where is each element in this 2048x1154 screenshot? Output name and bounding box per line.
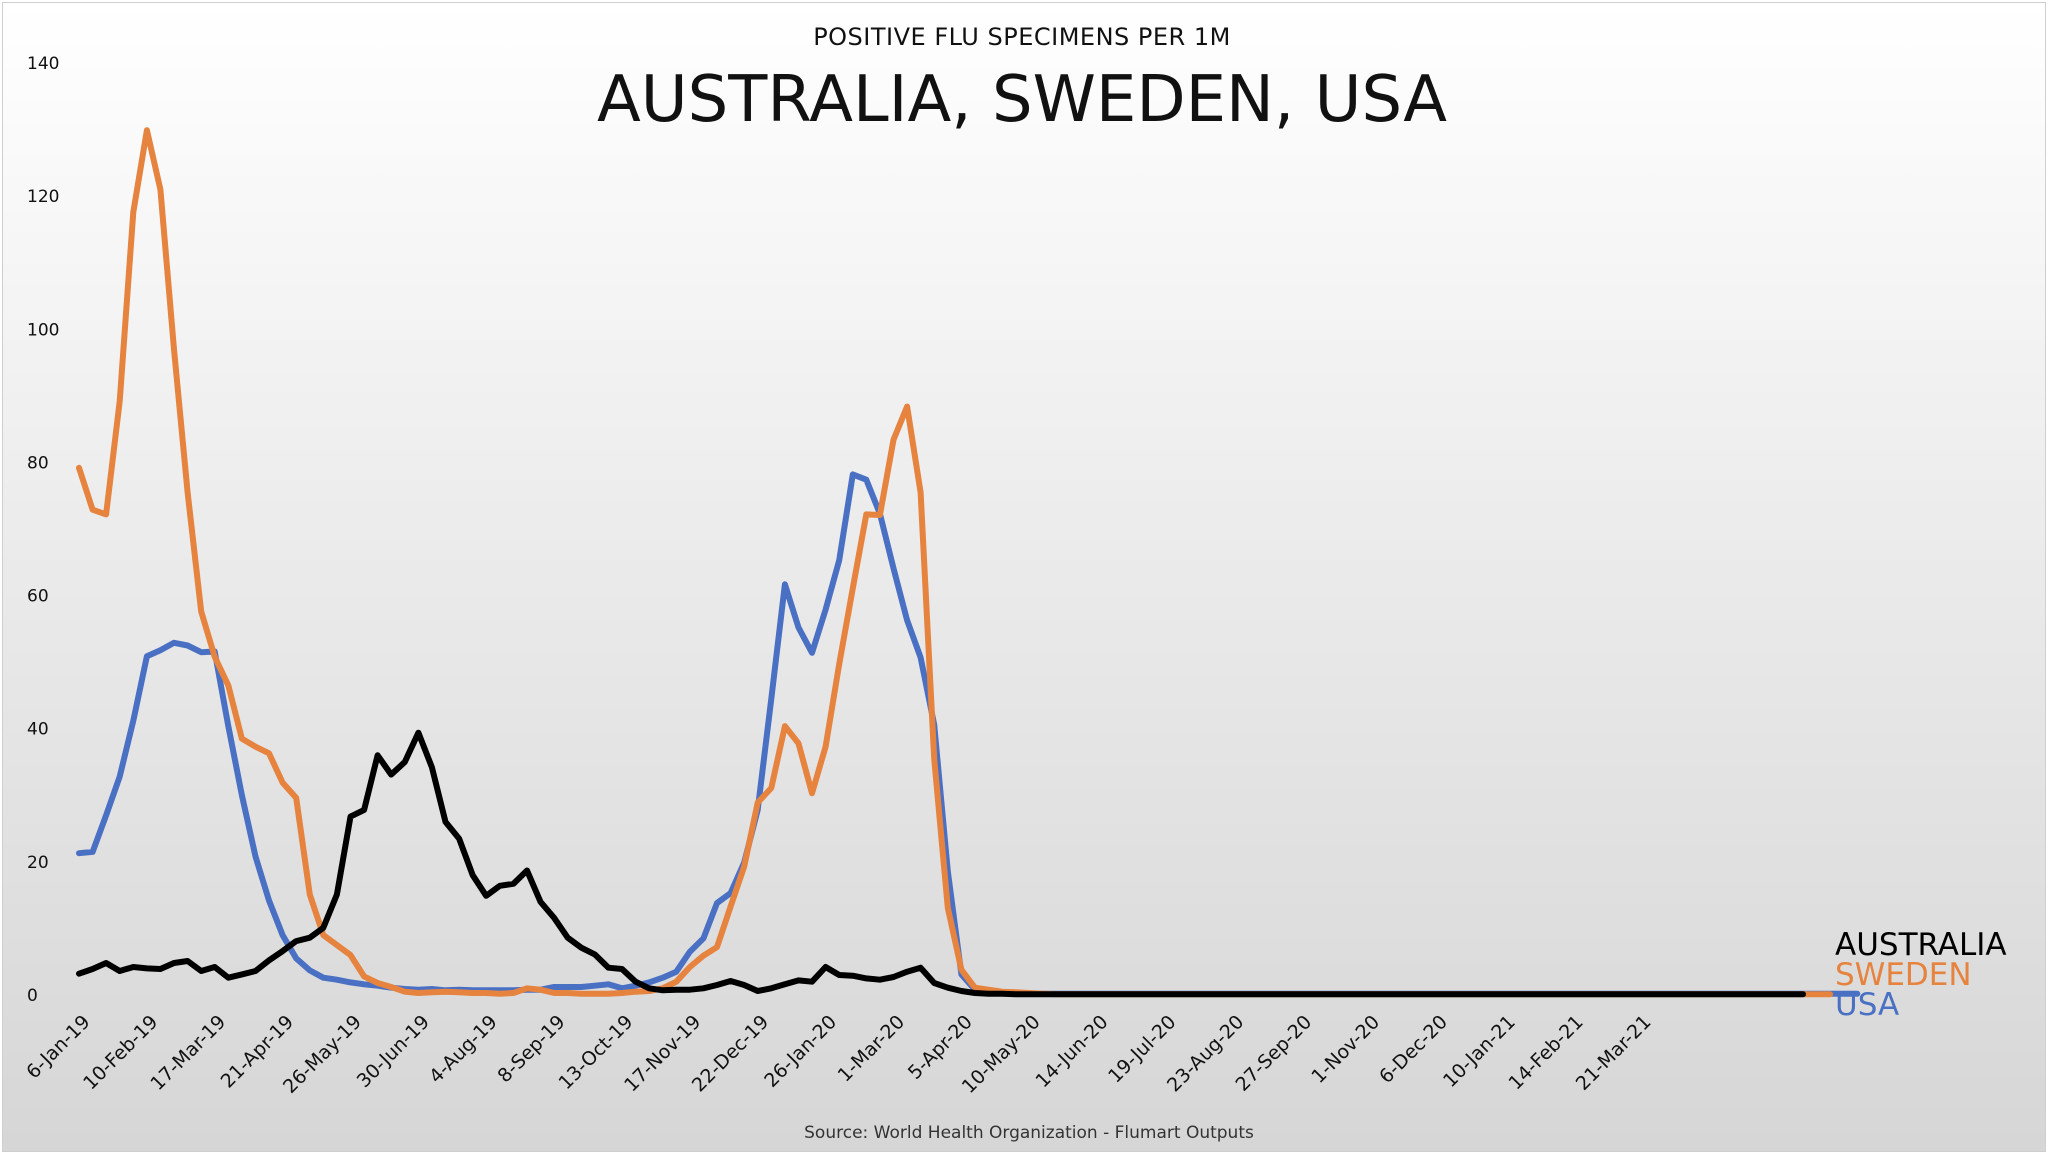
- legend-entry-sweden: SWEDEN: [1835, 957, 1972, 993]
- x-tick-label: 30-Jun-19: [353, 1011, 434, 1092]
- y-tick-label: 80: [27, 453, 49, 473]
- x-tick-label: 1-Mar-20: [834, 1011, 909, 1086]
- x-axis: 6-Jan-1910-Feb-1917-Mar-1921-Apr-1926-Ma…: [22, 1011, 1655, 1098]
- series-lines: [76, 127, 1861, 998]
- chart-title: AUSTRALIA, SWEDEN, USA: [597, 63, 1447, 137]
- series-line-australia: [76, 729, 1806, 998]
- x-tick-label: 26-Jan-20: [760, 1011, 841, 1092]
- y-tick-label: 40: [27, 720, 49, 740]
- y-tick-label: 140: [27, 54, 59, 74]
- x-tick-label: 6-Jan-19: [22, 1011, 94, 1083]
- legend-entry-usa: USA: [1835, 987, 1899, 1023]
- y-tick-label: 20: [27, 853, 49, 873]
- x-tick-label: 14-Jun-20: [1031, 1011, 1112, 1092]
- chart-subtitle: POSITIVE FLU SPECIMENS PER 1M: [813, 23, 1231, 51]
- source-note: Source: World Health Organization - Flum…: [804, 1123, 1254, 1143]
- flu-line-chart: POSITIVE FLU SPECIMENS PER 1M AUSTRALIA,…: [22, 23, 2007, 1143]
- y-tick-label: 100: [27, 320, 59, 340]
- series-line-usa: [76, 471, 1861, 997]
- y-axis: 0 20 40 60 80 100 120 140: [27, 54, 59, 1006]
- y-tick-label: 60: [27, 587, 49, 607]
- x-tick-label: 4-Aug-19: [425, 1011, 502, 1088]
- x-tick-label: 1-Nov-20: [1307, 1011, 1384, 1088]
- legend-entry-australia: AUSTRALIA: [1835, 927, 2007, 963]
- y-tick-label: 120: [27, 187, 59, 207]
- y-tick-label: 0: [27, 986, 38, 1006]
